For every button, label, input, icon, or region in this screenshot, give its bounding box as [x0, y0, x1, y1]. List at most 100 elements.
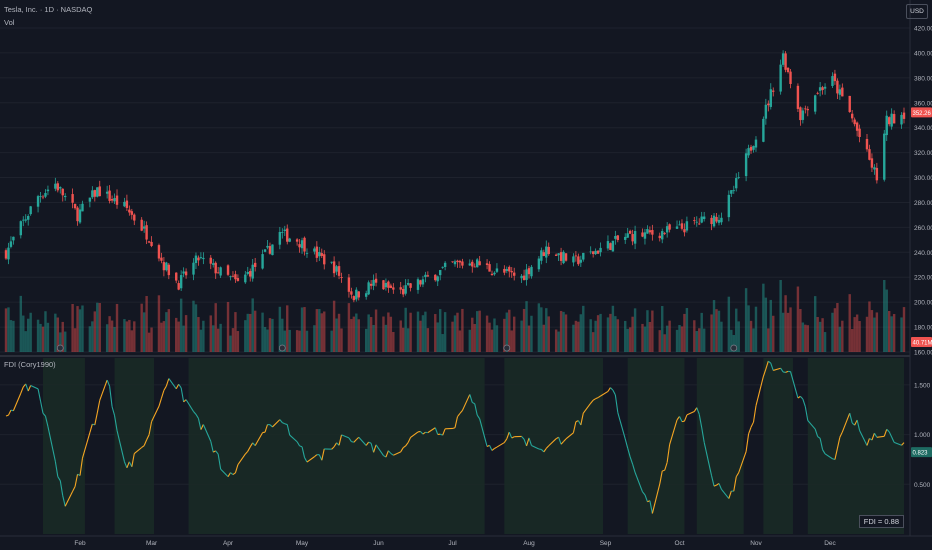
fdi-segment — [215, 450, 219, 455]
volume-bar — [858, 321, 861, 352]
volume-bar — [557, 331, 560, 352]
volume-legend[interactable]: Vol — [4, 18, 15, 27]
fdi-segment — [711, 475, 715, 487]
volume-bar — [212, 325, 215, 352]
volume-bar — [268, 318, 272, 352]
fdi-segment — [750, 421, 755, 428]
price-axis[interactable]: 420.00 400.00 380.00 360.00 340.00 320.00 300.… — [914, 26, 932, 357]
volume-bar — [678, 325, 681, 352]
fdi-segment — [47, 426, 56, 462]
candle-body — [624, 236, 627, 240]
candle-body — [266, 245, 269, 248]
fdi-segment — [582, 402, 592, 414]
candle-body — [426, 275, 430, 277]
fdi-segment — [237, 453, 246, 466]
volume-bar — [347, 303, 351, 352]
volume-bar — [661, 306, 664, 352]
volume-bar — [591, 332, 595, 352]
volume-bar — [199, 329, 203, 352]
fdi-segment — [595, 397, 599, 400]
candle-body — [130, 211, 134, 215]
volume-bar — [574, 320, 578, 352]
volume-bar — [424, 311, 427, 352]
candle-body — [315, 246, 319, 258]
candle-body — [441, 266, 444, 268]
fdi-segment — [886, 428, 890, 433]
fdi-segment — [387, 450, 392, 454]
candle-body — [41, 196, 45, 198]
volume-bar — [451, 321, 454, 352]
candle-body — [234, 274, 237, 280]
candle-body — [288, 238, 291, 242]
fdi-segment — [306, 456, 315, 463]
volume-bar — [113, 326, 116, 352]
volume-bar — [493, 318, 496, 352]
indicator-legend[interactable]: FDI (Cory1990) — [4, 360, 56, 369]
candle-body — [554, 254, 558, 256]
volume-bar — [841, 320, 844, 352]
volume-bar — [749, 320, 753, 352]
fdi-segment — [669, 419, 678, 445]
volume-bar — [313, 325, 316, 352]
volume-bar — [123, 319, 126, 352]
candle-body — [772, 90, 775, 92]
candle-body — [577, 256, 580, 265]
volume-bar — [278, 306, 282, 352]
candle-body — [818, 87, 822, 91]
fdi-axis[interactable]: 1.500 1.000 0.500 — [914, 382, 931, 488]
earnings-markers[interactable] — [56, 344, 738, 352]
fdi-segment — [666, 444, 671, 463]
volume-bar — [643, 326, 647, 352]
volume-bar — [179, 298, 183, 352]
candle-body — [56, 183, 60, 191]
volume-bar — [22, 315, 25, 352]
fdi-segment — [735, 472, 740, 478]
fdi-segment — [745, 433, 750, 452]
price-tick-label: 300.00 — [914, 175, 932, 182]
candle-body — [244, 274, 247, 283]
fdi-segment — [859, 430, 868, 446]
candle-body — [883, 133, 886, 180]
fdi-segment — [128, 461, 133, 467]
fdi-segment — [25, 383, 29, 392]
value-badges: 352.26 40.71M 0.823 — [911, 107, 932, 458]
volume-bar — [471, 317, 474, 352]
fdi-segment — [146, 434, 150, 441]
fdi-segment — [393, 451, 401, 456]
time-axis[interactable]: Feb Mar Apr May Jun Jul Aug Sep Oct Nov Dec — [74, 540, 836, 547]
fdi-segment — [773, 367, 781, 371]
fdi-segment — [143, 439, 148, 446]
symbol-title[interactable]: Tesla, Inc. · 1D · NASDAQ — [4, 5, 93, 14]
volume-bar — [675, 329, 679, 352]
candle-body — [796, 85, 800, 109]
volume-bar — [286, 305, 289, 352]
fdi-segment — [141, 445, 145, 448]
volume-bar — [651, 310, 654, 352]
candle-body — [409, 283, 412, 288]
fdi-segment — [249, 442, 254, 448]
volume-bar — [337, 313, 341, 352]
time-tick-label: Apr — [223, 540, 234, 547]
volume-bar — [194, 304, 198, 352]
candle-body — [29, 206, 32, 215]
candle-body — [286, 228, 289, 242]
candle-body — [64, 195, 67, 198]
currency-button[interactable]: USD — [906, 4, 928, 19]
candle-body — [540, 250, 543, 261]
fdi-segment — [664, 462, 668, 471]
fdi-segment — [272, 419, 281, 428]
candle-body — [197, 257, 200, 261]
candle-body — [216, 272, 220, 274]
candle-body — [355, 289, 358, 300]
candle-body — [399, 287, 402, 290]
price-tick-label: 200.00 — [914, 300, 932, 307]
fdi-segment — [454, 416, 459, 428]
fdi-segment — [649, 500, 653, 514]
candle-body — [505, 269, 509, 271]
candle-body — [789, 71, 792, 84]
fdi-segment — [624, 438, 629, 449]
volume-bar — [369, 317, 373, 352]
volume-bar — [900, 317, 903, 352]
candle-body — [7, 247, 10, 260]
